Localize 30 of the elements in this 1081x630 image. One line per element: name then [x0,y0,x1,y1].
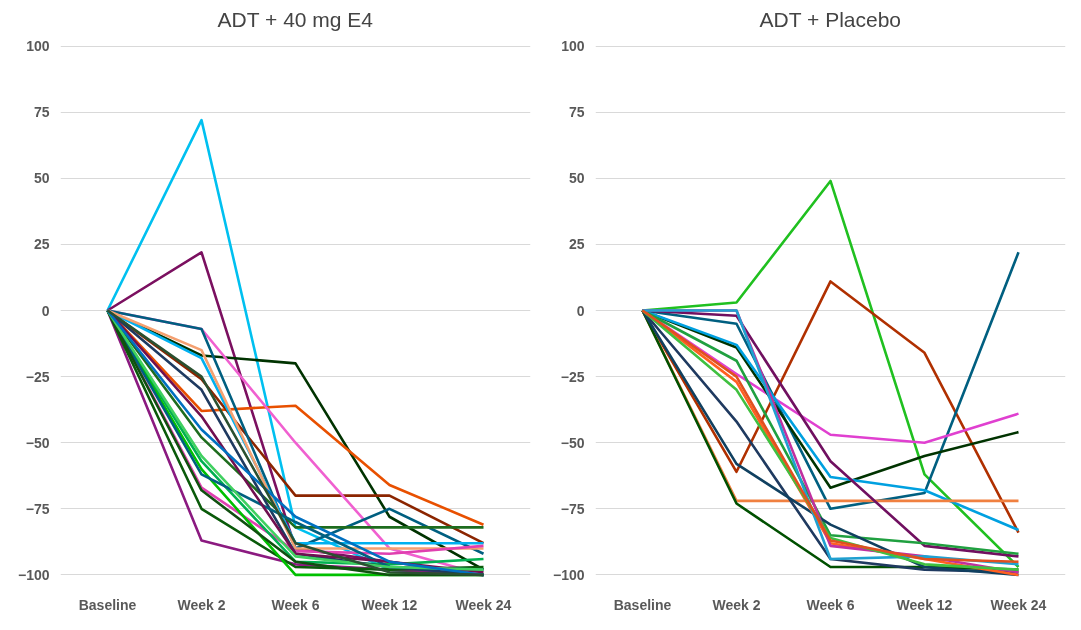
x-tick-label: Week 2 [712,596,761,613]
chart-title: ADT + Placebo [759,7,902,31]
y-tick-label: −75 [560,500,585,517]
y-tick-label: 75 [33,104,50,121]
y-tick-label: −75 [25,500,50,517]
x-tick-label: Week 6 [806,596,855,613]
y-tick-label: −50 [25,434,50,451]
x-tick-label: Week 12 [896,596,953,613]
y-tick-label: 0 [41,302,50,319]
y-tick-label: 0 [576,302,585,319]
y-tick-label: −100 [17,566,50,583]
chart-title: ADT + 40 mg E4 [217,7,374,31]
x-tick-label: Baseline [78,596,137,613]
y-tick-label: 50 [33,170,50,187]
x-tick-label: Week 2 [177,596,226,613]
y-tick-label: −25 [560,368,585,385]
y-tick-label: 100 [26,38,50,55]
x-tick-label: Week 12 [361,596,418,613]
y-tick-label: −25 [25,368,50,385]
y-tick-label: 25 [568,236,585,253]
y-tick-label: −50 [560,434,585,451]
x-tick-label: Week 6 [271,596,320,613]
y-tick-label: 75 [568,104,585,121]
y-tick-label: −100 [552,566,585,583]
x-tick-label: Week 24 [990,596,1047,613]
y-tick-label: 50 [568,170,585,187]
y-tick-label: 100 [561,38,585,55]
x-tick-label: Week 24 [455,596,512,613]
x-tick-label: Baseline [613,596,672,613]
y-tick-label: 25 [33,236,50,253]
